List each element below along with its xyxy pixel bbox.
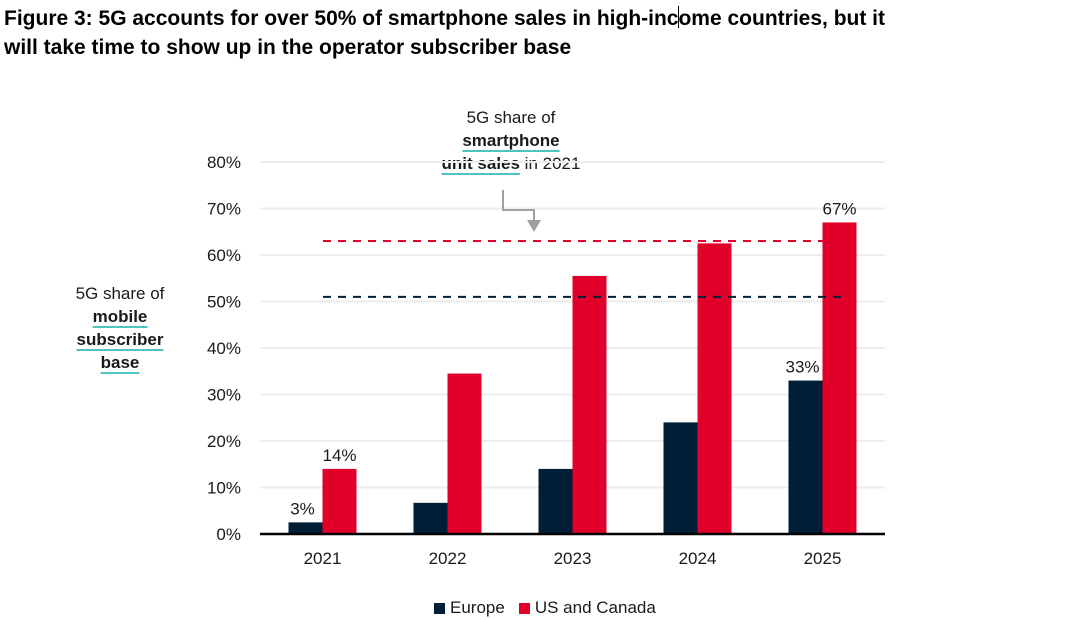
bar-europe-2023 xyxy=(538,468,573,534)
x-tick-label: 2024 xyxy=(679,549,717,568)
x-tick-label: 2023 xyxy=(554,549,592,568)
annotation-text: 5G share of xyxy=(75,284,165,303)
legend: Europe US and Canada xyxy=(434,598,670,618)
legend-label: US and Canada xyxy=(534,598,656,617)
y-tick-label: 50% xyxy=(207,293,241,312)
annotation-bold-text: subscriber xyxy=(76,330,164,349)
smartphone-sales-annotation: 5G share of smartphone unit sales in 202… xyxy=(396,106,626,175)
annotation-bold-text: mobile xyxy=(92,307,148,326)
bar-us-and-canada-2022 xyxy=(447,373,482,534)
bar-europe-2025 xyxy=(788,380,823,534)
annotation-arrow xyxy=(502,190,541,232)
legend-label: Europe xyxy=(450,598,505,617)
bar-us-and-canada-2023 xyxy=(572,275,607,534)
data-label: 3% xyxy=(290,499,315,518)
bar-us-and-canada-2021 xyxy=(322,468,357,534)
x-tick-label: 2021 xyxy=(304,549,342,568)
y-tick-label: 80% xyxy=(207,153,241,172)
y-tick-label: 70% xyxy=(207,200,241,219)
reference-lines xyxy=(323,240,848,298)
x-axis-ticks: 2021 2022 2023 2024 2025 xyxy=(304,549,842,568)
annotation-bold-text: unit sales xyxy=(441,154,520,173)
bars xyxy=(288,222,857,534)
bar-europe-2024 xyxy=(663,422,698,534)
annotation-bold-text: smartphone xyxy=(462,131,560,150)
x-tick-label: 2022 xyxy=(429,549,467,568)
y-tick-label: 60% xyxy=(207,246,241,265)
bar-europe-2022 xyxy=(413,502,448,534)
y-tick-label: 10% xyxy=(207,479,241,498)
x-tick-label: 2025 xyxy=(804,549,842,568)
bar-europe-2021 xyxy=(288,522,323,534)
arrow-head-icon xyxy=(527,220,541,232)
arrow-line xyxy=(502,190,535,222)
legend-swatch-us-canada xyxy=(518,602,530,614)
data-labels: 3% 14% 33% 67% xyxy=(290,199,856,518)
title-line1-part1: Figure 3: 5G accounts for over 50% of sm… xyxy=(4,7,679,30)
data-label: 14% xyxy=(322,446,356,465)
bar-us-and-canada-2024 xyxy=(697,243,732,534)
bar-us-and-canada-2025 xyxy=(822,222,857,534)
annotation-bold-text: base xyxy=(100,353,140,372)
legend-swatch-europe xyxy=(434,602,445,614)
legend-item-europe: Europe xyxy=(434,598,505,618)
figure-title: Figure 3: 5G accounts for over 50% of sm… xyxy=(4,4,1068,62)
text-cursor xyxy=(678,6,680,28)
y-axis-annotation: 5G share of mobile subscriber base xyxy=(50,282,190,374)
annotation-text: 5G share of xyxy=(466,108,556,127)
y-tick-label: 40% xyxy=(207,339,241,358)
title-line2: will take time to show up in the operato… xyxy=(4,36,572,59)
annotation-text: in 2021 xyxy=(519,154,581,173)
y-axis-ticks: 0% 10% 20% 30% 40% 50% 60% 70% 80% xyxy=(207,153,241,544)
legend-item-us-canada: US and Canada xyxy=(518,598,656,618)
y-tick-label: 0% xyxy=(216,525,241,544)
data-label: 67% xyxy=(822,199,856,218)
data-label: 33% xyxy=(785,358,819,377)
y-tick-label: 20% xyxy=(207,432,241,451)
y-tick-label: 30% xyxy=(207,386,241,405)
title-line1-part2: ome countries, but it xyxy=(678,7,885,30)
